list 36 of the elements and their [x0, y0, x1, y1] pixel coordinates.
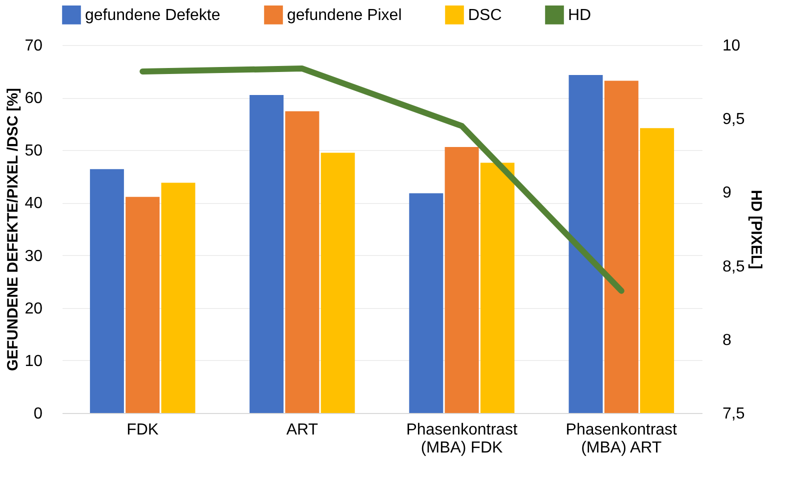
y2-tick-label: 10: [722, 38, 740, 54]
bar: [250, 94, 284, 413]
bar: [568, 74, 603, 413]
bar: [640, 128, 674, 413]
x-tick-label: FDK: [126, 422, 159, 438]
bar: [480, 162, 514, 413]
legend-label: HD: [568, 6, 592, 24]
legend-label: DSC: [468, 6, 502, 24]
y2-tick-label: 8: [722, 332, 732, 349]
y-axis-title: GEFUNDENE DEFEKTE/PIXEL /DSC [%]: [4, 88, 22, 372]
bar: [320, 152, 355, 413]
bar: [604, 80, 638, 413]
y2-tick-label: 9,5: [722, 111, 745, 128]
y2-axis-title: HD [PIXEL]: [748, 190, 765, 270]
bar: [90, 169, 124, 413]
y-tick-label: 30: [24, 248, 43, 265]
y-tick-label: 40: [24, 195, 43, 212]
y-tick-label: 20: [24, 300, 43, 318]
bar: [409, 193, 444, 413]
y-tick-label: 10: [24, 352, 43, 370]
x-tick-label: Phasenkontrast (MBA) FDK: [406, 422, 518, 456]
bar: [161, 182, 196, 413]
y-tick-label: 0: [34, 406, 43, 422]
bar: [285, 111, 320, 413]
y2-tick-label: 9: [722, 184, 732, 202]
legend-label: gefundene Defekte: [85, 6, 220, 24]
y-tick-label: 70: [24, 38, 43, 54]
y-tick-label: 60: [24, 90, 43, 108]
bar: [126, 196, 160, 413]
x-tick-label: Phasenkontrast (MBA) ART: [566, 422, 678, 456]
y-tick-label: 50: [24, 142, 43, 160]
x-tick-label: ART: [286, 422, 318, 438]
legend-label: gefundene Pixel: [287, 6, 402, 24]
bar: [444, 146, 479, 413]
y2-tick-label: 8,5: [722, 258, 745, 276]
y2-tick-label: 7,5: [722, 406, 745, 422]
